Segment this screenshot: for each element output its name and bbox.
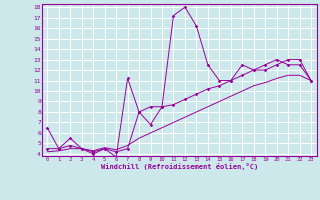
X-axis label: Windchill (Refroidissement éolien,°C): Windchill (Refroidissement éolien,°C): [100, 163, 258, 170]
